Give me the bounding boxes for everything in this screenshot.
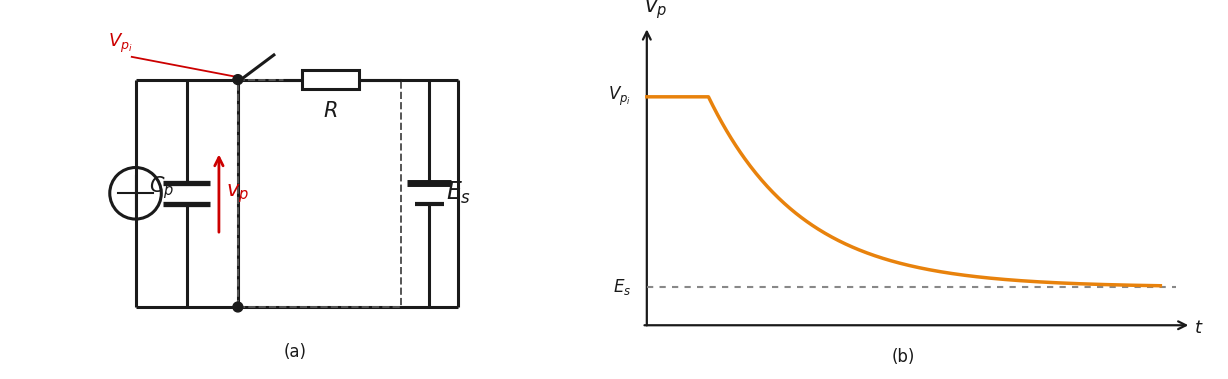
FancyBboxPatch shape [302,70,359,89]
Text: $\mathit{E}_s$: $\mathit{E}_s$ [446,180,472,207]
Circle shape [233,75,243,85]
Text: $\mathbf{\mathit{R}}$: $\mathbf{\mathit{R}}$ [323,101,338,121]
Text: $\mathbf{\mathit{v}}_p$: $\mathbf{\mathit{v}}_p$ [645,0,668,21]
Text: $\mathit{E}_s$: $\mathit{E}_s$ [613,277,631,297]
Text: (b): (b) [892,348,915,366]
Circle shape [233,302,243,312]
Text: (a): (a) [284,343,306,362]
Text: $\mathit{V}_{p_i}$: $\mathit{V}_{p_i}$ [108,32,133,55]
Text: $\mathit{C}_p$: $\mathit{C}_p$ [149,174,174,201]
Text: $\mathit{t}$: $\mathit{t}$ [1194,319,1203,337]
Text: $\mathit{v}_p$: $\mathit{v}_p$ [226,182,249,205]
Text: $\mathit{V}_{p_i}$: $\mathit{V}_{p_i}$ [608,85,631,108]
